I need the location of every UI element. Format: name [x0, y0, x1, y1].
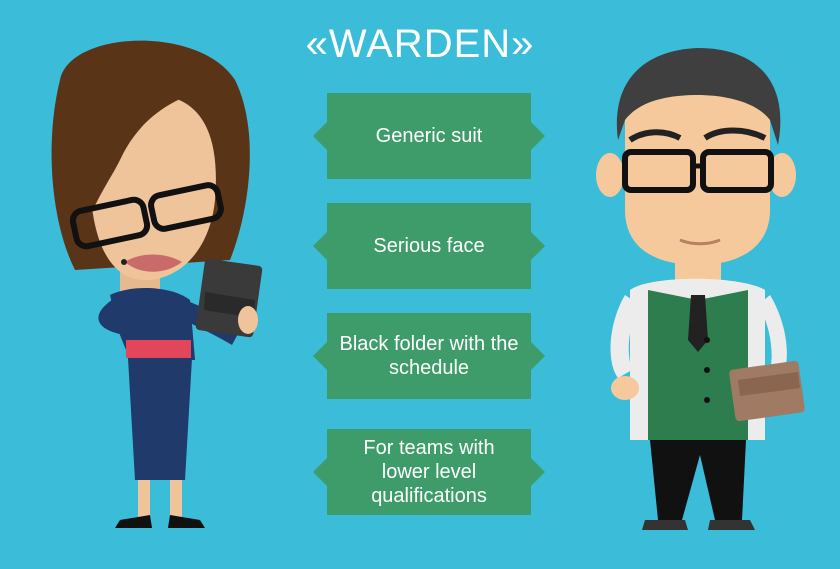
glasses-icon — [622, 149, 774, 193]
feature-label: Generic suit — [375, 125, 483, 147]
glasses-icon — [69, 182, 224, 250]
feature-card-generic-suit: Generic suit — [313, 93, 545, 179]
page-title: «WARDEN» — [305, 22, 535, 66]
feature-label: Serious face — [373, 235, 485, 257]
face-shape — [625, 60, 770, 265]
feature-card-black-folder: Black folder with the schedule — [313, 313, 545, 399]
belt — [126, 340, 191, 358]
feature-card-serious-face: Serious face — [313, 203, 545, 289]
feature-label: Black folder with the schedule — [339, 333, 519, 379]
female-warden-illustration — [51, 40, 263, 528]
hair-shape — [616, 48, 781, 145]
tie — [688, 295, 708, 352]
male-warden-illustration — [596, 48, 805, 530]
brown-folder-icon — [729, 360, 805, 422]
feature-label: For teams with lower level qualification… — [363, 437, 495, 507]
feature-card-lower-qualifications: For teams with lower level qualification… — [313, 429, 545, 515]
